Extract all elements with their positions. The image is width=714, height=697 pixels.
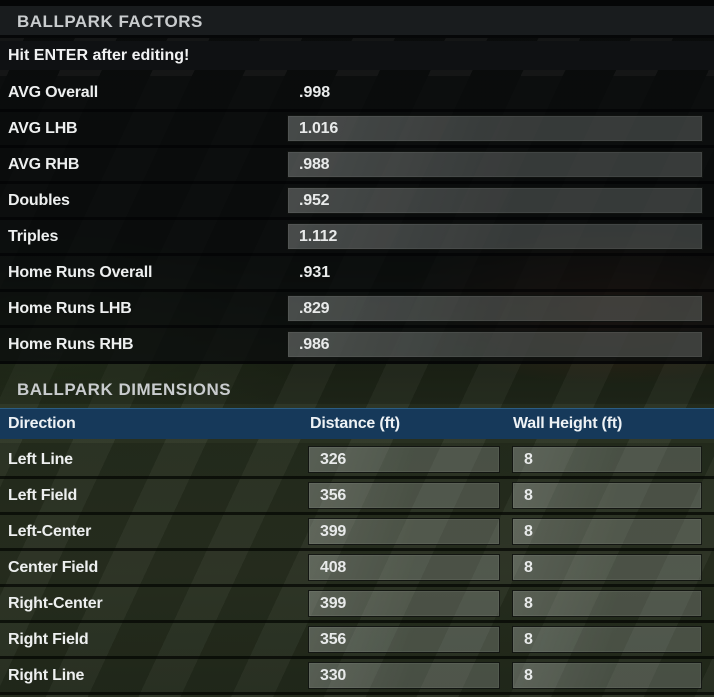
direction-label: Right Line bbox=[8, 667, 85, 684]
dimension-row: Left-Center bbox=[0, 515, 714, 548]
factor-value-input[interactable] bbox=[287, 223, 703, 250]
ballpark-dimensions-title: BALLPARK DIMENSIONS bbox=[17, 380, 232, 399]
distance-input[interactable] bbox=[308, 626, 500, 653]
edit-notice-row: Hit ENTER after editing! bbox=[0, 41, 714, 70]
distance-input[interactable] bbox=[308, 554, 500, 581]
direction-label: Right-Center bbox=[8, 595, 103, 612]
distance-input[interactable] bbox=[308, 662, 500, 689]
wall-height-input[interactable] bbox=[512, 482, 702, 509]
dimension-row: Right Field bbox=[0, 623, 714, 656]
direction-label: Right Field bbox=[8, 631, 89, 648]
dimension-row: Right Line bbox=[0, 659, 714, 692]
top-border-strip bbox=[0, 0, 714, 6]
factor-label: AVG Overall bbox=[8, 84, 98, 101]
factor-value-input[interactable] bbox=[287, 187, 703, 214]
column-header-direction: Direction bbox=[8, 415, 76, 432]
factor-value-input[interactable] bbox=[287, 295, 703, 322]
wall-height-input[interactable] bbox=[512, 518, 702, 545]
edit-notice-text: Hit ENTER after editing! bbox=[8, 47, 190, 64]
distance-input[interactable] bbox=[308, 446, 500, 473]
factor-row: Doubles bbox=[0, 184, 714, 217]
factor-readonly-value: .998 bbox=[299, 84, 331, 101]
direction-label: Left Line bbox=[8, 451, 73, 468]
factor-row: AVG Overall .998 bbox=[0, 76, 714, 109]
wall-height-input[interactable] bbox=[512, 662, 702, 689]
dimensions-table-header: Direction Distance (ft) Wall Height (ft) bbox=[0, 408, 714, 439]
wall-height-input[interactable] bbox=[512, 446, 702, 473]
factor-label: Home Runs RHB bbox=[8, 336, 134, 353]
distance-input[interactable] bbox=[308, 482, 500, 509]
column-header-distance: Distance (ft) bbox=[310, 415, 400, 432]
ballpark-factors-title: BALLPARK FACTORS bbox=[17, 12, 203, 31]
ballpark-factors-header: BALLPARK FACTORS bbox=[0, 6, 714, 38]
factor-row: AVG LHB bbox=[0, 112, 714, 145]
factor-value-input[interactable] bbox=[287, 151, 703, 178]
factor-readonly-value: .931 bbox=[299, 264, 331, 281]
factor-label: Doubles bbox=[8, 192, 70, 209]
factor-row: Home Runs RHB bbox=[0, 328, 714, 361]
factor-label: Home Runs Overall bbox=[8, 264, 153, 281]
wall-height-input[interactable] bbox=[512, 590, 702, 617]
wall-height-input[interactable] bbox=[512, 626, 702, 653]
column-header-wall-height: Wall Height (ft) bbox=[513, 415, 623, 432]
direction-label: Left Field bbox=[8, 487, 78, 504]
factor-label: AVG LHB bbox=[8, 120, 78, 137]
ballpark-dimensions-header: BALLPARK DIMENSIONS bbox=[0, 364, 714, 404]
factor-label: Triples bbox=[8, 228, 59, 245]
factor-value-input[interactable] bbox=[287, 331, 703, 358]
factor-row: Home Runs LHB bbox=[0, 292, 714, 325]
factor-label: Home Runs LHB bbox=[8, 300, 132, 317]
factor-row: AVG RHB bbox=[0, 148, 714, 181]
dimension-row: Left Field bbox=[0, 479, 714, 512]
factor-label: AVG RHB bbox=[8, 156, 80, 173]
direction-label: Center Field bbox=[8, 559, 99, 576]
dimension-row: Center Field bbox=[0, 551, 714, 584]
factor-value-input[interactable] bbox=[287, 115, 703, 142]
factor-row: Triples bbox=[0, 220, 714, 253]
distance-input[interactable] bbox=[308, 590, 500, 617]
wall-height-input[interactable] bbox=[512, 554, 702, 581]
dimension-row: Right-Center bbox=[0, 587, 714, 620]
dimension-row: Left Line bbox=[0, 443, 714, 476]
factor-row: Home Runs Overall .931 bbox=[0, 256, 714, 289]
direction-label: Left-Center bbox=[8, 523, 92, 540]
distance-input[interactable] bbox=[308, 518, 500, 545]
